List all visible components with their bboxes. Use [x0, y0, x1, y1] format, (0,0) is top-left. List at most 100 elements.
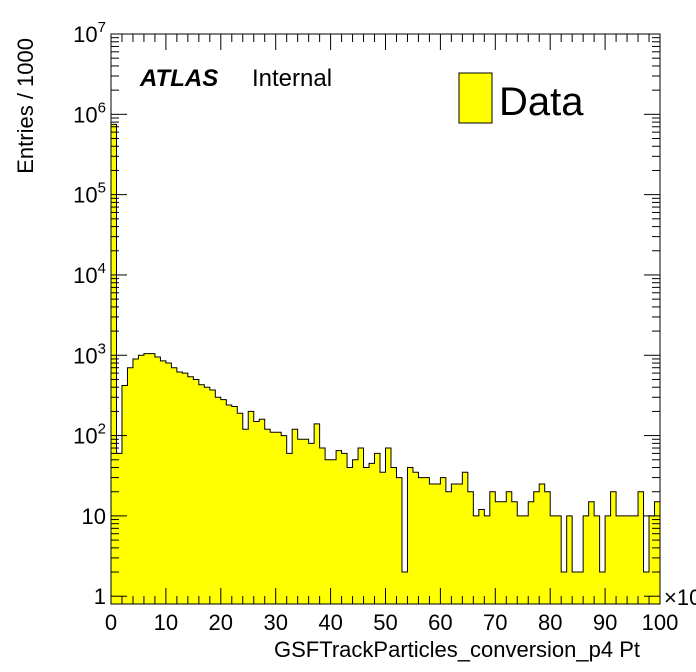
histogram-bin [171, 367, 178, 604]
y-tick-label: 1 [94, 584, 106, 609]
histogram-bin [445, 491, 452, 604]
y-tick-label: 105 [73, 180, 106, 208]
histogram-bin [594, 515, 600, 604]
histogram-bin [143, 353, 150, 604]
x-tick-label: 80 [538, 610, 562, 635]
histogram-bin [533, 491, 540, 604]
histogram-outline [110, 123, 661, 604]
x-tick-label: 50 [373, 610, 397, 635]
histogram-bin [495, 501, 502, 604]
histogram-bin [577, 572, 584, 604]
histogram-bin [363, 467, 370, 604]
y-tick-label: 103 [73, 340, 106, 368]
x-axis-multiplier: ×10 [664, 585, 696, 610]
histogram-bin [187, 376, 194, 604]
histogram-bin [599, 572, 606, 604]
histogram-bin [325, 459, 331, 604]
histogram-bin [198, 384, 205, 604]
histogram-bin [297, 439, 304, 604]
histogram-bin [127, 367, 134, 604]
histogram-bin [484, 515, 491, 604]
y-tick-label: 106 [73, 99, 106, 127]
histogram-bin [286, 453, 293, 604]
histogram-bin [539, 483, 546, 604]
histogram-bin [561, 572, 567, 604]
histogram-bin [451, 483, 458, 604]
histogram-bin [434, 483, 441, 604]
histogram-bin [517, 515, 524, 604]
histogram-bin [237, 413, 244, 604]
histogram-bin [165, 363, 172, 604]
x-tick-label: 70 [483, 610, 507, 635]
legend: Data [458, 72, 584, 124]
histogram-bin [314, 423, 320, 604]
histogram-bin [374, 453, 381, 604]
histogram-bin [610, 491, 617, 604]
x-tick-label: 0 [105, 610, 117, 635]
histogram-bin [583, 515, 589, 604]
histogram-bin [440, 477, 447, 604]
histogram-bin [248, 411, 255, 604]
histogram-bin [478, 509, 485, 604]
histogram-bin [116, 453, 123, 604]
histogram-bin [550, 515, 556, 604]
histogram-bin [522, 515, 529, 604]
histogram-bin [111, 124, 117, 604]
histogram-bin [215, 397, 222, 604]
histogram-bin [643, 572, 650, 604]
histogram-bin [473, 515, 480, 604]
histogram-bin [407, 467, 414, 604]
histogram-bin [572, 572, 578, 604]
y-tick-label: 104 [73, 260, 106, 288]
histogram-bin [292, 429, 298, 604]
histogram-bin [275, 432, 282, 604]
histogram-bin [500, 501, 507, 604]
histogram-bin [281, 435, 287, 604]
internal-label: Internal [252, 65, 332, 92]
histogram-bin [456, 483, 463, 604]
tick-labels: 0 10 20 30 40 50 60 70 80 90 100110102103104105106… [73, 19, 678, 635]
histogram-bin [220, 399, 227, 604]
histogram-bin [270, 432, 276, 604]
x-tick-label: 10 [154, 610, 178, 635]
histogram-bin [462, 472, 469, 604]
histogram-bin [182, 373, 189, 604]
histogram-bin [204, 387, 211, 604]
histogram-bin [555, 515, 562, 604]
histogram-bin [506, 491, 513, 604]
histogram-bin [193, 379, 200, 604]
histogram-bin [209, 389, 216, 604]
x-tick-label: 90 [593, 610, 617, 635]
histogram-bin [253, 421, 260, 604]
histogram-bin [390, 467, 397, 604]
histogram-bin [330, 459, 337, 604]
histogram-bin [654, 501, 661, 604]
histogram-bin [347, 467, 353, 604]
x-axis-title: GSFTrackParticles_conversion_p4 Pt [274, 637, 640, 662]
histogram-bin [418, 477, 425, 604]
histogram-bin [336, 450, 342, 604]
histogram-bin [401, 572, 408, 604]
histogram-bin [138, 355, 145, 604]
histogram-bin [429, 483, 436, 604]
x-tick-label: 40 [318, 610, 342, 635]
histogram-bin [154, 357, 161, 604]
histogram-bin [638, 491, 644, 604]
y-tick-label: 102 [73, 421, 106, 449]
histogram-bin [544, 491, 551, 604]
histogram-bin [242, 429, 249, 604]
histogram-bin [160, 360, 167, 604]
y-tick-label: 10 [82, 504, 106, 529]
histogram-bin [176, 371, 183, 604]
histogram-bin [616, 515, 622, 604]
histogram-bin [121, 385, 128, 604]
histogram-bin [308, 443, 315, 604]
histogram-bin [341, 453, 348, 604]
histogram-bin [467, 491, 474, 604]
histogram-bin [264, 429, 271, 604]
histogram-bin [358, 448, 364, 604]
histogram-bin [649, 515, 655, 604]
histogram-bin [605, 515, 611, 604]
histogram-bars [110, 123, 661, 604]
